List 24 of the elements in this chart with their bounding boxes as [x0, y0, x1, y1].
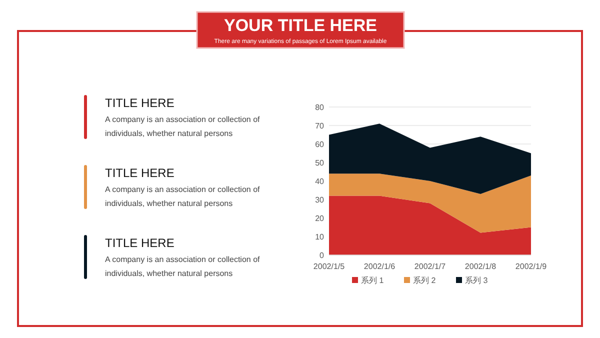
- x-tick-label: 2002/1/7: [414, 262, 446, 271]
- x-tick-label: 2002/1/6: [364, 262, 396, 271]
- x-tick-label: 2002/1/8: [464, 262, 497, 271]
- y-tick-label: 70: [315, 122, 325, 130]
- x-tick-label: 2002/1/5: [313, 262, 346, 271]
- text: A company is an association or collection of individuals, whether natural persons: [105, 185, 261, 208]
- text: TITLE HERE: [105, 166, 174, 180]
- y-tick-label: 0: [320, 251, 325, 260]
- text: A company is an association or collection of individuals, whether natural persons: [105, 255, 261, 278]
- y-tick-label: 30: [315, 196, 325, 204]
- y-tick-label: 60: [315, 140, 325, 149]
- y-tick-label: 10: [315, 232, 325, 242]
- text: TITLE HERE: [105, 96, 174, 110]
- legend-label: 系列 3: [465, 276, 488, 285]
- legend-label: 系列 1: [361, 276, 384, 285]
- y-tick-label: 50: [315, 158, 325, 168]
- y-tick-label: 40: [315, 177, 325, 186]
- text: A company is an association or collection of individuals, whether natural persons: [105, 115, 261, 138]
- legend-label: 系列 2: [413, 276, 436, 285]
- y-tick-label: 20: [315, 214, 325, 223]
- x-tick-label: 2002/1/9: [515, 262, 548, 271]
- y-tick-label: 80: [315, 103, 325, 112]
- text: TITLE HERE: [105, 236, 174, 250]
- chart-title: YOUR TITLE HERE: [224, 16, 378, 35]
